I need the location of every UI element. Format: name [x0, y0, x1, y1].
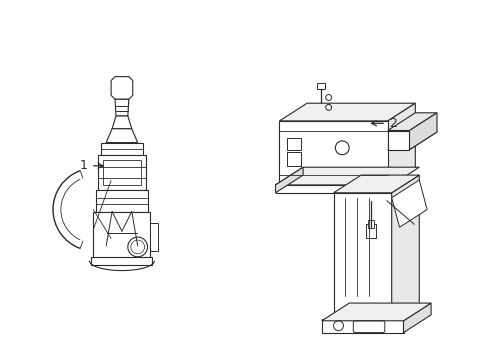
Bar: [287, 152, 301, 166]
Bar: [367, 220, 373, 228]
Text: 1: 1: [80, 159, 103, 172]
Bar: [98, 156, 145, 190]
Polygon shape: [275, 167, 303, 193]
Polygon shape: [333, 175, 418, 193]
Polygon shape: [321, 303, 430, 321]
Bar: [96, 190, 147, 212]
Polygon shape: [391, 180, 426, 227]
Polygon shape: [112, 116, 131, 129]
Bar: [101, 143, 142, 156]
Polygon shape: [275, 167, 418, 185]
Bar: [316, 82, 324, 89]
Bar: [287, 138, 301, 150]
Polygon shape: [275, 185, 391, 193]
Polygon shape: [115, 99, 128, 116]
Polygon shape: [387, 103, 414, 185]
Bar: [387, 131, 408, 150]
Bar: [321, 319, 403, 333]
Polygon shape: [391, 175, 418, 321]
Polygon shape: [408, 113, 436, 150]
Bar: [366, 224, 375, 238]
Polygon shape: [106, 129, 138, 143]
Bar: [103, 160, 141, 185]
Bar: [93, 212, 150, 259]
Polygon shape: [387, 113, 436, 131]
Bar: [150, 223, 158, 251]
Polygon shape: [387, 132, 436, 150]
Polygon shape: [279, 103, 414, 121]
Bar: [333, 193, 391, 321]
Bar: [279, 121, 387, 185]
Circle shape: [127, 237, 147, 257]
Circle shape: [130, 240, 144, 254]
Text: 2: 2: [371, 117, 396, 130]
Bar: [91, 257, 152, 265]
Polygon shape: [403, 303, 430, 333]
Polygon shape: [111, 77, 132, 99]
